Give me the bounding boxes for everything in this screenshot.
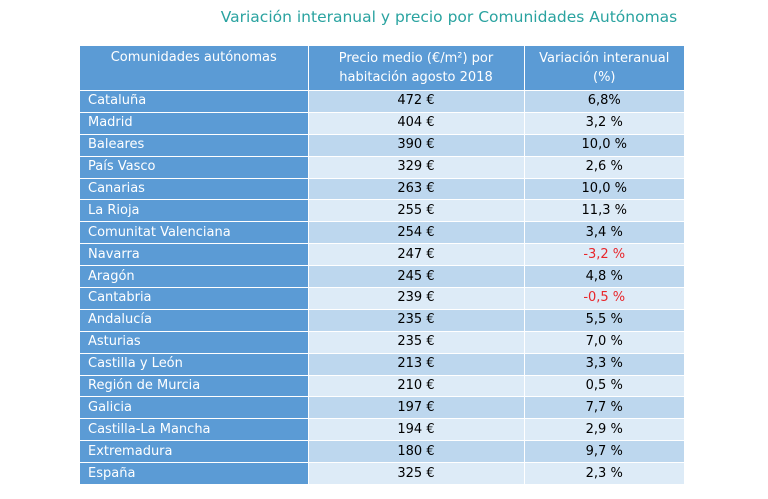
variation-cell: 2,3 % [524,462,684,485]
region-cell: Comunitat Valenciana [80,221,309,244]
price-cell: 239 € [308,287,525,310]
price-cell: 235 € [308,330,525,354]
table-row: La Rioja 255 € 11,3 % [80,199,684,222]
table-row: Canarias 263 € 10,0 % [80,177,684,200]
variation-cell: 6,8% [524,90,684,113]
page-title: Variación interanual y precio por Comuni… [220,8,678,26]
table-row: Región de Murcia 210 € 0,5 % [80,374,684,397]
variation-cell: 9,7 % [524,440,684,463]
region-cell: Baleares [80,133,309,157]
variation-cell: 4,8 % [524,265,684,288]
table-row-total: España 325 € 2,3 % [80,462,684,485]
table-row: Galicia 197 € 7,7 % [80,396,684,419]
price-cell: 390 € [308,133,525,157]
table-row: Castilla y León 213 € 3,3 % [80,352,684,376]
region-cell: Canarias [80,177,309,200]
price-cell: 254 € [308,221,525,244]
table-row: País Vasco 329 € 2,6 % [80,155,684,179]
region-cell: La Rioja [80,199,309,222]
price-cell: 263 € [308,177,525,200]
header-region: Comunidades autónomas [80,46,309,91]
variation-cell: -0,5 % [524,287,684,310]
price-cell: 247 € [308,243,525,266]
variation-cell: 0,5 % [524,374,684,397]
table-row: Andalucía 235 € 5,5 % [80,308,684,332]
region-cell: Aragón [80,265,309,288]
variation-cell: -3,2 % [524,243,684,266]
price-cell: 235 € [308,308,525,332]
table-row: Aragón 245 € 4,8 % [80,265,684,288]
variation-cell: 2,9 % [524,418,684,441]
price-cell: 180 € [308,440,525,463]
price-cell: 197 € [308,396,525,419]
variation-cell: 3,2 % [524,111,684,135]
price-cell: 329 € [308,155,525,179]
region-cell: Castilla y León [80,352,309,376]
variation-cell: 10,0 % [524,177,684,200]
region-cell: Extremadura [80,440,309,463]
price-cell: 404 € [308,111,525,135]
table-header-row: Comunidades autónomas Precio medio (€/m²… [80,46,684,91]
region-cell: Región de Murcia [80,374,309,397]
header-variation: Variación interanual (%) [524,46,684,91]
region-cell: Madrid [80,111,309,135]
table-row: Asturias 235 € 7,0 % [80,330,684,354]
price-cell: 194 € [308,418,525,441]
price-cell: 255 € [308,199,525,222]
region-cell: Andalucía [80,308,309,332]
table-row: Cataluña 472 € 6,8% [80,90,684,113]
price-cell: 213 € [308,352,525,376]
variation-cell: 7,7 % [524,396,684,419]
price-cell: 245 € [308,265,525,288]
price-cell: 325 € [308,462,525,485]
table-row: Castilla-La Mancha 194 € 2,9 % [80,418,684,441]
variation-cell: 7,0 % [524,330,684,354]
region-cell: País Vasco [80,155,309,179]
region-cell: Galicia [80,396,309,419]
table-row: Comunitat Valenciana 254 € 3,4 % [80,221,684,244]
variation-cell: 10,0 % [524,133,684,157]
table-row: Extremadura 180 € 9,7 % [80,440,684,463]
price-cell: 210 € [308,374,525,397]
region-cell: Cataluña [80,90,309,113]
table-row: Navarra 247 € -3,2 % [80,243,684,266]
region-cell: Navarra [80,243,309,266]
price-cell: 472 € [308,90,525,113]
variation-cell: 3,4 % [524,221,684,244]
variation-cell: 5,5 % [524,308,684,332]
table-row: Baleares 390 € 10,0 % [80,133,684,157]
region-cell: Castilla-La Mancha [80,418,309,441]
table-row: Cantabria 239 € -0,5 % [80,287,684,310]
variation-cell: 3,3 % [524,352,684,376]
region-cell: Asturias [80,330,309,354]
header-price: Precio medio (€/m²) por habitación agost… [308,46,525,91]
table-row: Madrid 404 € 3,2 % [80,111,684,135]
variation-cell: 2,6 % [524,155,684,179]
region-cell: Cantabria [80,287,309,310]
variation-cell: 11,3 % [524,199,684,222]
data-table: Comunidades autónomas Precio medio (€/m²… [80,46,684,485]
region-cell: España [80,462,309,485]
